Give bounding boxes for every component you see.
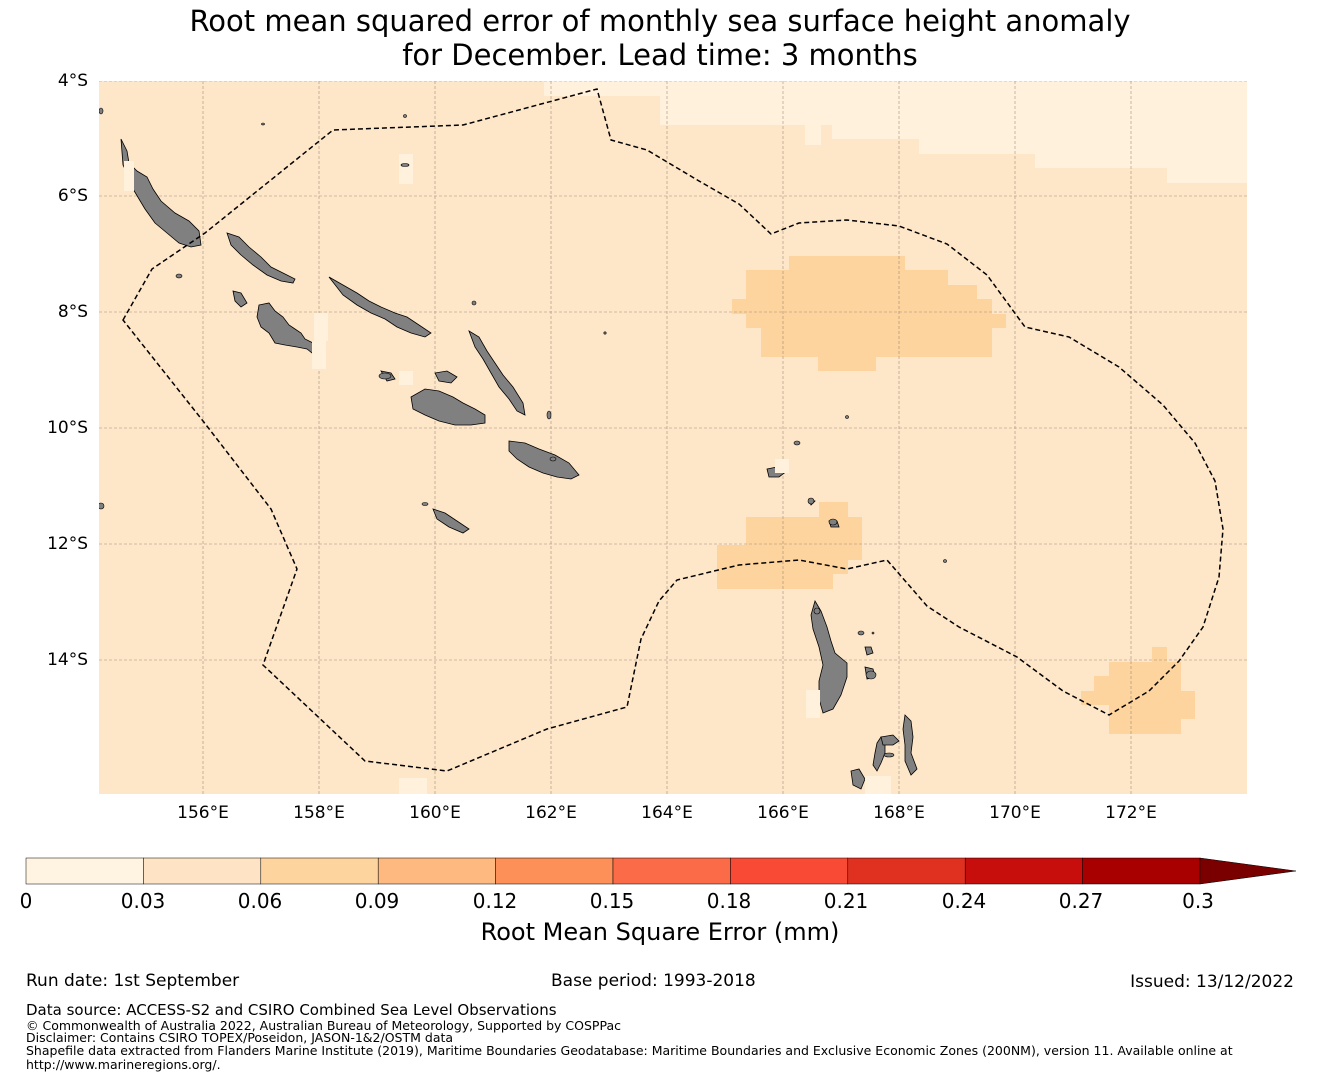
high-error-zone-central (717, 502, 862, 589)
colorbar-label: Root Mean Square Error (mm) (480, 918, 840, 946)
lat-label-10s: 10°S (47, 418, 88, 438)
lon-label-168e: 168°E (873, 803, 925, 823)
makira-island (508, 440, 580, 480)
colorbar-segment (1082, 857, 1201, 885)
colorbar-segment (847, 857, 966, 885)
colorbar (25, 857, 1297, 885)
lat-label-6s: 6°S (57, 186, 88, 206)
ambrym-island (872, 736, 886, 772)
high-error-zone-north (732, 256, 1006, 371)
issued-date: Issued: 13/12/2022 (1130, 972, 1294, 992)
guadalcanal-island (410, 388, 486, 426)
graticule (99, 81, 1247, 794)
lat-label-12s: 12°S (47, 534, 88, 554)
pentecost-island (902, 714, 918, 776)
colorbar-tick-0.09: 0.09 (354, 889, 400, 913)
lat-label-8s: 8°S (57, 302, 88, 322)
lon-label-172e: 172°E (1105, 803, 1157, 823)
disclaimer: Disclaimer: Contains CSIRO TOPEX/Poseido… (26, 1030, 454, 1045)
lat-label-4s: 4°S (57, 71, 88, 91)
lon-label-158e: 158°E (293, 803, 345, 823)
title-line-1: Root mean squared error of monthly sea s… (189, 4, 1131, 38)
bougainville-island (120, 138, 202, 248)
high-error-zone-southeast (1081, 647, 1195, 734)
florida-islands (434, 370, 458, 384)
santa-isabel-island (328, 276, 432, 338)
data-source: Data source: ACCESS-S2 and CSIRO Combine… (26, 1001, 557, 1019)
title-line-2: for December. Lead time: 3 months (402, 38, 918, 72)
colorbar-segment (377, 857, 496, 885)
shortland-island (232, 290, 248, 308)
colorbar-segment (260, 857, 379, 885)
colorbar-tick-0.3: 0.3 (1182, 889, 1214, 913)
coastal-low-error-cells (124, 161, 891, 794)
eez-boundary (122, 88, 1224, 772)
colorbar-extend-arrow (1199, 857, 1297, 885)
colorbar-tick-0.12: 0.12 (472, 889, 518, 913)
shapefile-url: http://www.marineregions.org/. (26, 1057, 221, 1072)
run-date: Run date: 1st September (26, 971, 240, 991)
lon-label-156e: 156°E (177, 803, 229, 823)
low-error-zone (544, 81, 1247, 183)
small-islets (99, 107, 947, 758)
lon-label-164e: 164°E (641, 803, 693, 823)
lat-label-14s: 14°S (47, 650, 88, 670)
colorbar-segment (25, 857, 144, 885)
colorbar-tick-0.24: 0.24 (941, 889, 987, 913)
malekula-island (880, 734, 900, 746)
lon-label-170e: 170°E (989, 803, 1041, 823)
espiritu-santo-island (810, 600, 848, 714)
lon-label-166e: 166°E (757, 803, 809, 823)
low-error-patch (805, 125, 821, 145)
colorbar-segment (964, 857, 1083, 885)
colorbar-segment (612, 857, 731, 885)
colorbar-tick-0.27: 0.27 (1058, 889, 1104, 913)
land-masses (120, 138, 918, 790)
low-error-patch (399, 154, 413, 184)
colorbar-tick-0.18: 0.18 (706, 889, 752, 913)
vanua-lava-island (864, 646, 874, 656)
shapefile-credit: Shapefile data extracted from Flanders M… (26, 1043, 1233, 1058)
colorbar-tick-0.06: 0.06 (237, 889, 283, 913)
map-title: Root mean squared error of monthly sea s… (0, 4, 1320, 72)
ocean-base (99, 81, 1247, 794)
colorbar-tick-0.03: 0.03 (120, 889, 166, 913)
colorbar-tick-0: 0 (19, 889, 33, 913)
rmse-map (99, 81, 1247, 794)
rennell-island (432, 508, 470, 534)
colorbar-tick-0.21: 0.21 (823, 889, 869, 913)
malaita-island (468, 330, 526, 416)
choiseul-island (226, 232, 296, 284)
epi-island (850, 768, 866, 790)
colorbar-tick-0.15: 0.15 (589, 889, 635, 913)
colorbar-segment (495, 857, 614, 885)
colorbar-segment (143, 857, 262, 885)
colorbar-segment (730, 857, 849, 885)
base-period: Base period: 1993-2018 (551, 971, 756, 991)
copyright: © Commonwealth of Australia 2022, Austra… (26, 1018, 621, 1033)
lon-label-160e: 160°E (409, 803, 461, 823)
lon-label-162e: 162°E (525, 803, 577, 823)
colorbar-segments (25, 857, 1297, 885)
